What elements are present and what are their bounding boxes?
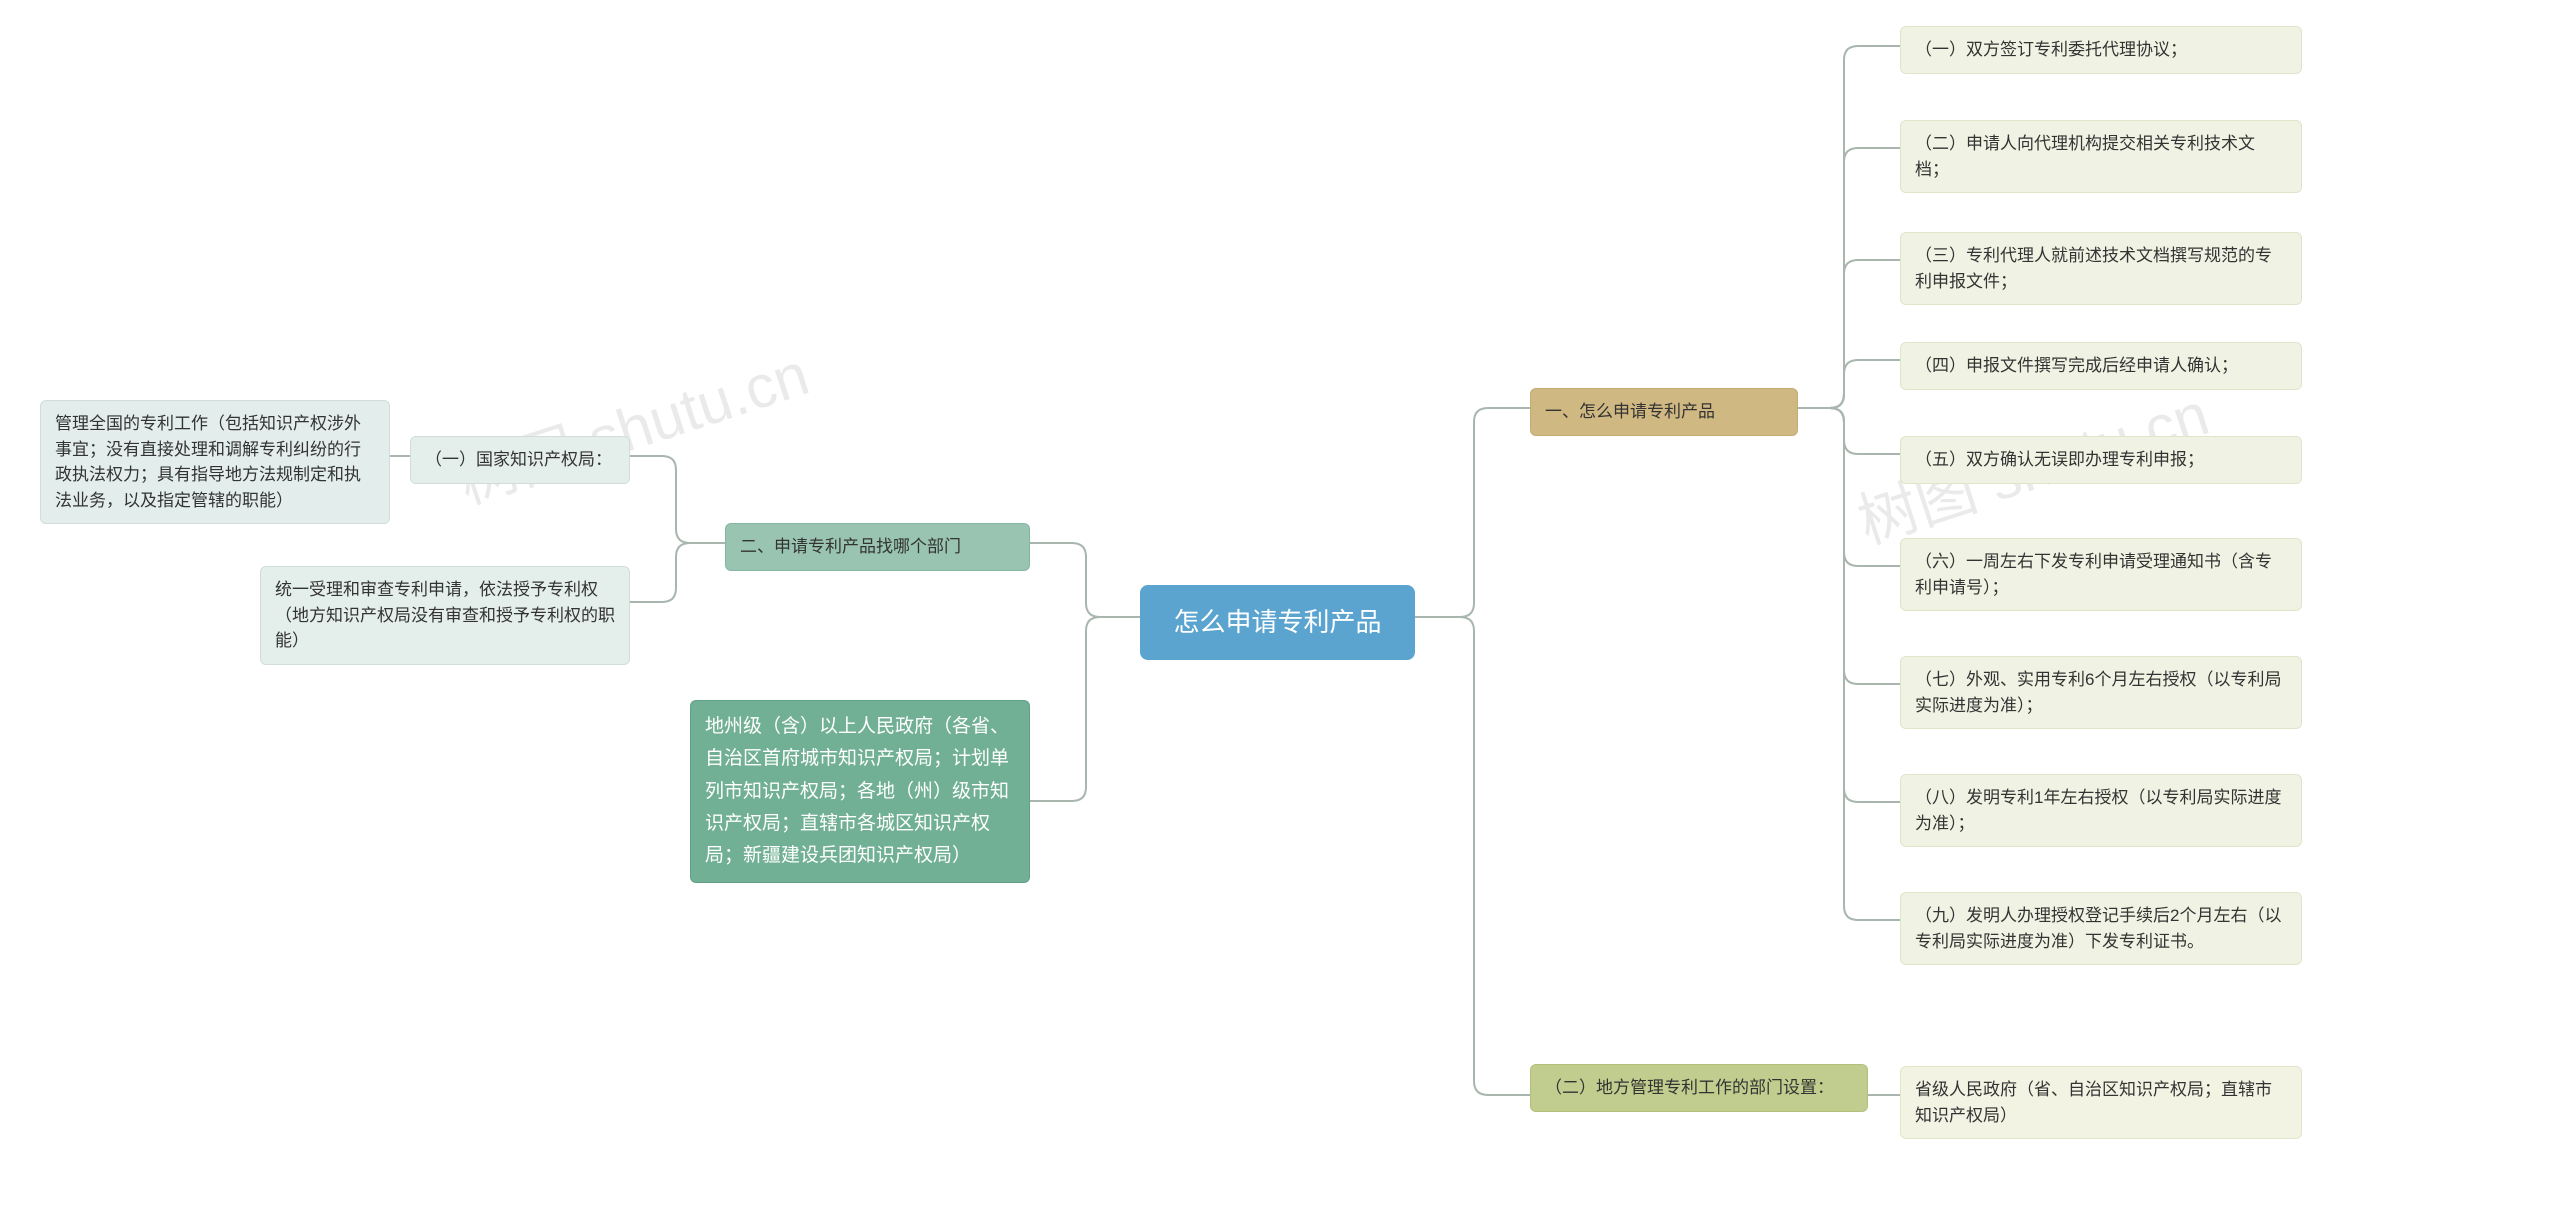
leaf-step-8: （八）发明专利1年左右授权（以专利局实际进度为准）； [1900,774,2302,847]
leaf-step-1: （一）双方签订专利委托代理协议； [1900,26,2302,74]
sub-unified-acceptance: 统一受理和审查专利申请，依法授予专利权（地方知识产权局没有审查和授予专利权的职能… [260,566,630,665]
leaf-step-3: （三）专利代理人就前述技术文档撰写规范的专利申报文件； [1900,232,2302,305]
leaf-step-6: （六）一周左右下发专利申请受理通知书（含专利申请号）； [1900,538,2302,611]
watermark-left: 树图 shutu.cn [445,326,818,521]
leaf-step-7: （七）外观、实用专利6个月左右授权（以专利局实际进度为准）； [1900,656,2302,729]
leaf-national-ip-office-desc: 管理全国的专利工作（包括知识产权涉外事宜；没有直接处理和调解专利纠纷的行政执法权… [40,400,390,524]
sub-national-ip-office: （一）国家知识产权局： [410,436,630,484]
branch-local-dept-setup: （二）地方管理专利工作的部门设置： [1530,1064,1868,1112]
branch-which-dept: 二、申请专利产品找哪个部门 [725,523,1030,571]
leaf-step-4: （四）申报文件撰写完成后经申请人确认； [1900,342,2302,390]
root-node: 怎么申请专利产品 [1140,585,1415,660]
leaf-step-2: （二）申请人向代理机构提交相关专利技术文档； [1900,120,2302,193]
branch-prefecture-gov: 地州级（含）以上人民政府（各省、自治区首府城市知识产权局；计划单列市知识产权局；… [690,700,1030,883]
leaf-step-5: （五）双方确认无误即办理专利申报； [1900,436,2302,484]
leaf-step-9: （九）发明人办理授权登记手续后2个月左右（以专利局实际进度为准）下发专利证书。 [1900,892,2302,965]
branch-how-to-apply: 一、怎么申请专利产品 [1530,388,1798,436]
leaf-provincial-gov: 省级人民政府（省、自治区知识产权局；直辖市知识产权局） [1900,1066,2302,1139]
